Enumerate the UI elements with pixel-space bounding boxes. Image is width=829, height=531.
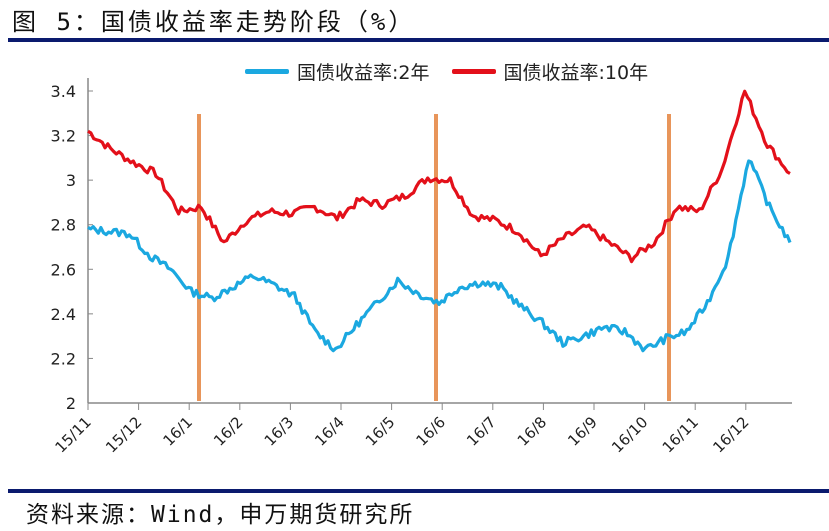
chart-legend: 国债收益率:2年 国债收益率:10年 [245,58,670,85]
x-tick-label: 16/10 [608,413,651,456]
legend-label-2y: 国债收益率:2年 [297,62,430,84]
x-tick-label: 16/11 [659,413,702,456]
source-note: 资料来源：Wind，申万期货研究所 [26,502,415,528]
x-tick-label: 16/9 [564,413,601,450]
legend-item-2y: 国债收益率:2年 [245,58,430,85]
y-tick-label: 2.2 [51,349,76,368]
x-tick-label: 16/4 [311,413,348,450]
y-tick-label: 2 [66,394,76,413]
legend-swatch-2y [245,69,289,74]
x-tick-label: 16/5 [362,413,399,450]
y-tick-label: 3.2 [51,127,76,146]
legend-swatch-10y [451,69,496,74]
y-tick-label: 2.8 [51,216,76,235]
y-tick-label: 3.4 [51,82,76,101]
x-tick-label: 16/8 [514,413,551,450]
x-tick-label: 16/7 [463,413,500,450]
series-10y-line [87,89,791,264]
x-tick-label: 16/12 [709,413,752,456]
y-tick-label: 2.4 [51,305,76,324]
x-tick-label: 16/6 [412,413,449,450]
top-divider [8,38,829,42]
figure-title: 图 5：国债收益率走势阶段（%） [12,8,416,36]
x-tick-label: 16/1 [159,413,196,450]
x-tick-label: 15/11 [52,413,95,456]
x-tick-label: 15/12 [102,413,145,456]
x-tick-label: 16/2 [210,413,247,450]
bottom-divider [8,489,829,493]
x-tick-label: 16/3 [261,413,298,450]
series-2y-line [87,159,792,353]
legend-label-10y: 国债收益率:10年 [503,62,649,84]
y-tick-label: 3 [66,171,76,190]
legend-item-10y: 国债收益率:10年 [451,58,649,85]
y-tick-label: 2.6 [51,260,76,279]
